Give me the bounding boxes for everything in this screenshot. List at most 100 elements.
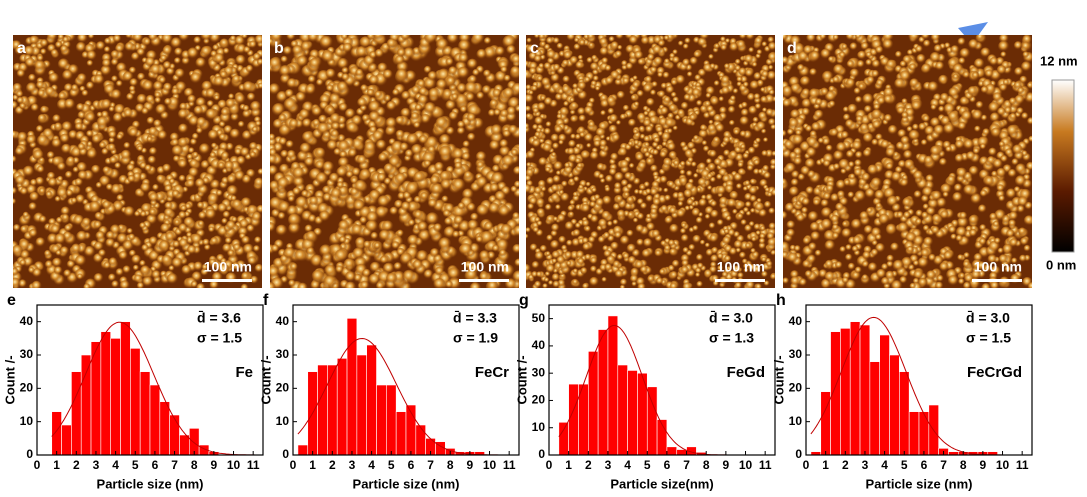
- grain: [400, 253, 413, 266]
- grain: [993, 92, 1003, 102]
- grain: [658, 131, 664, 137]
- grain: [826, 145, 833, 152]
- grain: [841, 131, 849, 139]
- grain: [698, 198, 707, 207]
- grain: [749, 186, 758, 195]
- grain: [542, 283, 548, 289]
- grain: [207, 193, 219, 205]
- grain: [1028, 136, 1035, 143]
- grain: [338, 140, 350, 152]
- panel-label: f: [263, 292, 269, 309]
- grain: [64, 99, 75, 110]
- grain: [652, 230, 661, 239]
- grain: [647, 275, 654, 282]
- grain: [639, 184, 645, 190]
- grain: [861, 42, 870, 51]
- grain: [741, 102, 748, 109]
- grain: [896, 211, 904, 219]
- grain: [567, 205, 574, 212]
- grain: [570, 97, 575, 102]
- grain: [577, 258, 585, 266]
- grain: [197, 202, 204, 209]
- grain: [938, 75, 948, 85]
- grain: [710, 96, 720, 106]
- grain: [178, 223, 188, 233]
- grain: [20, 187, 28, 195]
- grain: [57, 188, 68, 199]
- grain: [755, 138, 761, 144]
- grain: [999, 141, 1005, 147]
- grain: [108, 274, 116, 282]
- grain: [779, 211, 788, 220]
- grain: [193, 262, 203, 272]
- grain: [217, 203, 227, 213]
- grain: [472, 32, 485, 45]
- grain: [900, 136, 910, 146]
- grain: [140, 265, 150, 275]
- grain: [604, 263, 612, 271]
- grain: [886, 224, 897, 235]
- grain: [624, 172, 632, 180]
- grain: [784, 140, 794, 150]
- grain: [76, 231, 87, 242]
- grain: [152, 270, 161, 279]
- grain: [30, 192, 40, 202]
- grain: [785, 203, 795, 213]
- grain: [990, 281, 1000, 291]
- grain: [981, 86, 989, 94]
- grain: [265, 282, 276, 293]
- grain: [17, 69, 26, 78]
- grain: [39, 188, 46, 195]
- grain: [465, 82, 478, 95]
- grain: [374, 242, 381, 249]
- grain: [599, 37, 608, 46]
- grain: [433, 223, 442, 232]
- grain: [153, 81, 164, 92]
- scale-bar: [972, 279, 1022, 282]
- panel-label: d: [787, 40, 797, 57]
- y-axis-label: Count /-: [258, 355, 273, 404]
- grain: [363, 241, 371, 249]
- grain: [976, 101, 984, 109]
- grain: [755, 103, 762, 110]
- grain: [796, 214, 805, 223]
- grain: [627, 196, 635, 204]
- grain: [826, 184, 834, 192]
- panel-label: e: [7, 292, 16, 309]
- grain: [564, 162, 570, 168]
- grain: [845, 119, 854, 128]
- grain: [901, 112, 908, 119]
- grain: [335, 265, 343, 273]
- grain: [707, 173, 713, 179]
- grain: [725, 184, 734, 193]
- sigma-annotation: σ = 1.5: [197, 330, 242, 346]
- grain: [868, 262, 878, 272]
- grain: [794, 157, 803, 166]
- grain: [711, 247, 718, 254]
- grain: [713, 114, 722, 123]
- grain: [451, 93, 458, 100]
- grain: [242, 33, 248, 39]
- grain: [403, 270, 416, 283]
- grain: [230, 35, 237, 42]
- grain: [897, 222, 909, 234]
- grain: [876, 269, 886, 279]
- grain: [746, 31, 755, 40]
- grain: [724, 63, 730, 69]
- grain: [568, 178, 574, 184]
- grain: [867, 165, 878, 176]
- grain: [78, 143, 86, 151]
- grain: [210, 237, 218, 245]
- grain: [149, 192, 159, 202]
- grain: [797, 64, 805, 72]
- grain: [1021, 61, 1032, 72]
- grain: [849, 173, 856, 180]
- grain: [991, 128, 1001, 138]
- y-tick-label: 10: [20, 414, 34, 428]
- grain: [719, 197, 728, 206]
- grain: [565, 221, 574, 230]
- grain: [794, 245, 801, 252]
- grain: [149, 209, 156, 216]
- grain: [728, 106, 736, 114]
- grain: [908, 30, 920, 42]
